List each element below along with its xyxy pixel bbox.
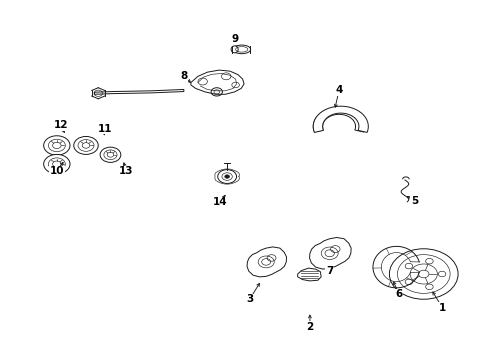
Polygon shape [313, 106, 368, 132]
Polygon shape [310, 238, 351, 269]
Circle shape [100, 147, 121, 162]
Circle shape [74, 136, 98, 154]
Text: 2: 2 [306, 322, 314, 332]
Circle shape [218, 170, 237, 184]
Polygon shape [298, 268, 321, 281]
Polygon shape [95, 89, 184, 94]
Polygon shape [247, 247, 287, 277]
Text: 12: 12 [53, 120, 68, 130]
Text: 9: 9 [231, 34, 238, 44]
Text: 13: 13 [119, 166, 134, 176]
Polygon shape [191, 70, 244, 94]
Text: 14: 14 [213, 198, 228, 207]
Circle shape [44, 136, 70, 155]
Polygon shape [313, 108, 365, 132]
Ellipse shape [233, 45, 251, 54]
Text: 1: 1 [439, 303, 446, 313]
Text: 11: 11 [98, 124, 112, 134]
Circle shape [44, 154, 70, 174]
Circle shape [225, 175, 229, 178]
Text: 7: 7 [326, 266, 333, 275]
Text: 6: 6 [395, 289, 403, 299]
Text: 4: 4 [335, 85, 343, 95]
Text: 10: 10 [49, 166, 64, 176]
Circle shape [390, 249, 458, 299]
Text: 5: 5 [411, 196, 418, 206]
Ellipse shape [231, 46, 238, 53]
Text: 8: 8 [180, 71, 188, 81]
Text: 3: 3 [246, 294, 253, 304]
